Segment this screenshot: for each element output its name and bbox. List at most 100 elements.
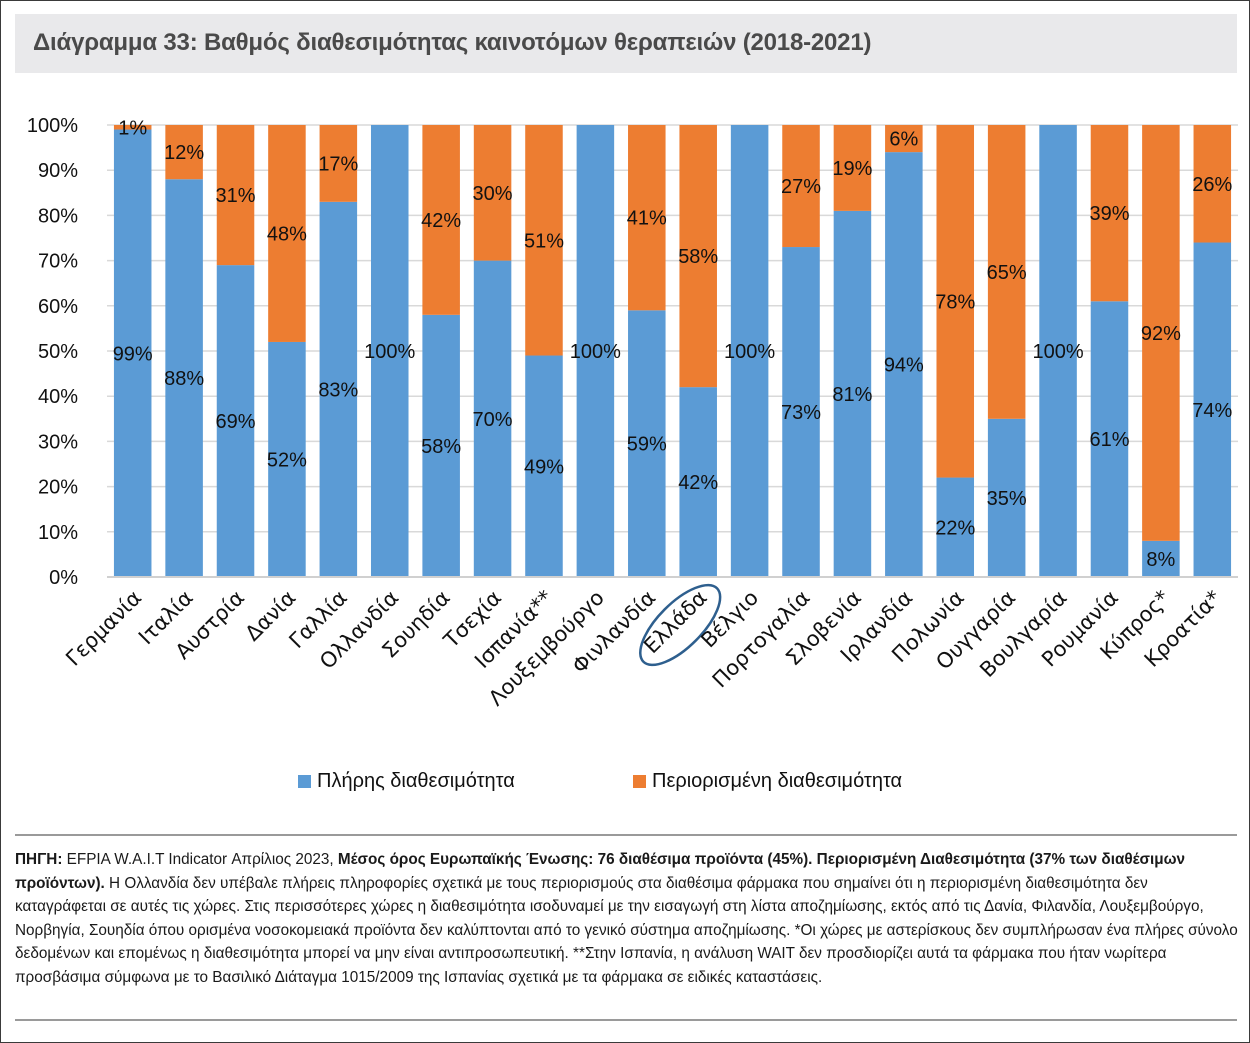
data-label-full: 52% — [267, 449, 307, 471]
bar-full — [628, 310, 666, 577]
bar-limited — [628, 125, 666, 311]
y-tick-label: 50% — [38, 341, 78, 363]
bar-full — [1090, 301, 1129, 577]
bar-full — [473, 260, 512, 577]
data-label-full: 69% — [216, 411, 256, 433]
bar-full — [833, 210, 872, 577]
bar-limited — [422, 125, 460, 315]
bar-limited — [987, 125, 1026, 419]
bar-full — [782, 247, 820, 578]
data-label-full: 94% — [884, 355, 924, 377]
chart-title: Διάγραμμα 33: Βαθμός διαθεσιμότητας καιν… — [33, 29, 872, 56]
data-label-limited: 19% — [832, 158, 872, 180]
data-label-full: 22% — [935, 517, 975, 539]
bar-full — [885, 152, 923, 577]
bar-full — [679, 387, 717, 577]
y-tick-label: 30% — [38, 431, 78, 453]
bar-full — [730, 125, 769, 577]
divider-top — [15, 834, 1237, 836]
data-label-limited: 48% — [267, 223, 307, 245]
bar-full — [1193, 242, 1232, 577]
data-label-full: 100% — [570, 341, 621, 363]
data-label-limited: 12% — [164, 142, 204, 164]
y-tick-label: 80% — [38, 205, 78, 227]
bar-full — [319, 201, 358, 577]
bar-limited — [833, 125, 872, 211]
bar-limited — [1193, 125, 1232, 243]
x-category-label: Γερμανία — [61, 586, 146, 671]
data-label-full: 70% — [473, 409, 513, 431]
data-label-full: 35% — [987, 488, 1027, 510]
bar-limited — [113, 125, 152, 130]
legend-swatch-limited — [633, 775, 646, 788]
bar-limited — [525, 125, 563, 356]
bar-limited — [679, 125, 717, 388]
data-label-full: 73% — [781, 402, 821, 424]
data-label-limited: 1% — [118, 117, 147, 139]
data-label-full: 99% — [113, 343, 153, 365]
bar-full — [113, 129, 152, 577]
data-label-full: 8% — [1146, 549, 1175, 571]
source-note: ΠΗΓΗ: EFPIA W.A.I.T Indicator Απρίλιος 2… — [15, 848, 1240, 989]
bar-full — [576, 125, 615, 577]
data-label-full: 42% — [678, 472, 718, 494]
y-tick-label: 90% — [38, 160, 78, 182]
legend-item-full: Πλήρης διαθεσιμότητα — [298, 770, 515, 793]
source-bold-text: Μέσος όρος Ευρωπαϊκής Ένωσης: 76 διαθέσι… — [15, 851, 1186, 892]
source-text: EFPIA W.A.I.T Indicator Απρίλιος 2023, — [62, 851, 338, 868]
y-tick-label: 70% — [38, 251, 78, 273]
bar-limited — [1090, 125, 1129, 302]
title-bar: Διάγραμμα 33: Βαθμός διαθεσιμότητας καιν… — [15, 14, 1237, 73]
data-label-limited: 58% — [678, 246, 718, 268]
bar-full — [1142, 540, 1180, 577]
data-label-limited: 26% — [1192, 174, 1232, 196]
bar-limited — [165, 125, 203, 180]
data-label-full: 100% — [724, 341, 775, 363]
bar-full — [268, 341, 306, 577]
bar-full — [936, 477, 975, 577]
bar-limited — [268, 125, 306, 342]
bar-limited — [885, 125, 923, 153]
data-label-limited: 30% — [473, 183, 513, 205]
legend-label-full: Πλήρης διαθεσιμότητα — [317, 770, 515, 792]
bar-full — [370, 125, 409, 577]
data-label-limited: 31% — [216, 185, 256, 207]
legend-label-limited: Περιορισμένη διαθεσιμότητα — [652, 770, 903, 792]
data-label-limited: 51% — [524, 230, 564, 252]
bar-full — [1039, 125, 1077, 577]
bar-full — [422, 314, 460, 577]
data-label-limited: 42% — [421, 210, 461, 232]
data-label-full: 61% — [1089, 429, 1129, 451]
y-tick-label: 60% — [38, 296, 78, 318]
legend-item-limited: Περιορισμένη διαθεσιμότητα — [633, 770, 902, 793]
data-label-limited: 92% — [1141, 323, 1181, 345]
source-label: ΠΗΓΗ: — [15, 851, 63, 868]
bar-full — [525, 355, 563, 577]
highlight-ellipse — [639, 583, 722, 667]
bar-limited — [319, 125, 358, 202]
data-label-limited: 41% — [627, 208, 667, 230]
bar-full — [216, 265, 255, 577]
legend: Πλήρης διαθεσιμότητα Περιορισμένη διαθεσ… — [0, 770, 1250, 800]
data-label-limited: 78% — [935, 291, 975, 313]
bar-full — [987, 418, 1026, 577]
bar-full — [165, 179, 203, 578]
y-tick-label: 100% — [27, 115, 78, 137]
data-label-full: 83% — [318, 379, 358, 401]
data-label-limited: 17% — [318, 153, 358, 175]
data-label-full: 100% — [1032, 341, 1083, 363]
y-tick-label: 0% — [49, 567, 78, 589]
legend-swatch-full — [298, 775, 311, 788]
data-label-limited: 6% — [889, 129, 918, 151]
y-tick-label: 10% — [38, 522, 78, 544]
bar-limited — [216, 125, 255, 266]
y-tick-label: 40% — [38, 386, 78, 408]
bar-limited — [936, 125, 975, 478]
bar-limited — [782, 125, 820, 248]
data-label-full: 59% — [627, 434, 667, 456]
data-label-full: 58% — [421, 436, 461, 458]
data-label-full: 88% — [164, 368, 204, 390]
bar-limited — [473, 125, 512, 261]
source-body-text: Η Ολλανδία δεν υπέβαλε πλήρεις πληροφορί… — [15, 874, 1238, 986]
data-label-limited: 65% — [987, 262, 1027, 284]
